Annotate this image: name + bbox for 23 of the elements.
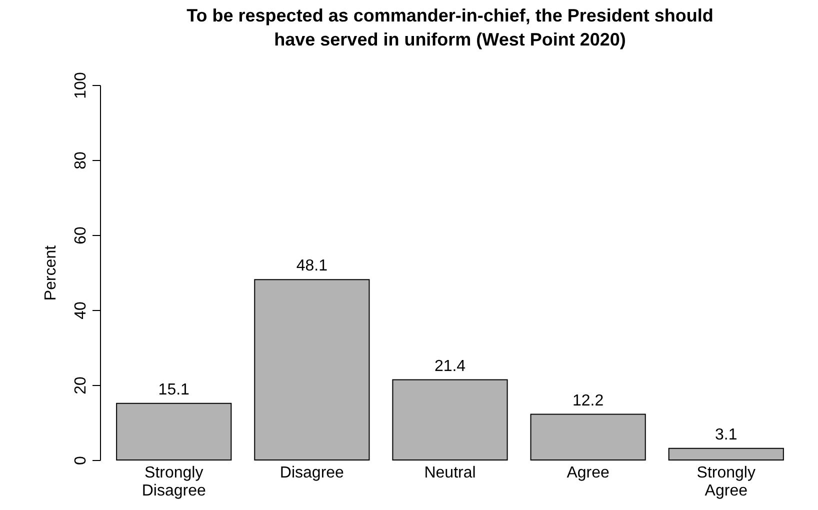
data-label: 15.1 <box>158 381 190 398</box>
y-tick-label: 40 <box>72 302 90 320</box>
y-tick-label: 20 <box>72 376 90 394</box>
bar <box>254 279 370 460</box>
bar <box>116 402 232 460</box>
y-tick-label: 0 <box>72 456 90 465</box>
y-tick-label: 60 <box>72 226 90 244</box>
data-label: 3.1 <box>715 426 738 444</box>
x-tick-label: Strongly Agree <box>696 464 756 500</box>
bar <box>668 448 784 460</box>
bar <box>392 379 508 460</box>
x-tick-label: Strongly Disagree <box>142 464 206 500</box>
x-tick-label: Neutral <box>424 464 476 482</box>
x-tick-label: Agree <box>566 464 610 482</box>
chart-title: To be respected as commander-in-chief, the President should have served in uniform (West Point 2020) <box>186 6 714 50</box>
x-tick-label: Disagree <box>280 464 344 482</box>
y-axis-title: Percent <box>42 244 60 301</box>
data-label: 48.1 <box>296 258 328 275</box>
bar <box>530 414 646 460</box>
data-label: 12.2 <box>572 392 604 410</box>
y-tick-label: 80 <box>72 152 90 170</box>
y-tick-label: 100 <box>72 72 90 99</box>
data-label: 21.4 <box>434 358 466 375</box>
